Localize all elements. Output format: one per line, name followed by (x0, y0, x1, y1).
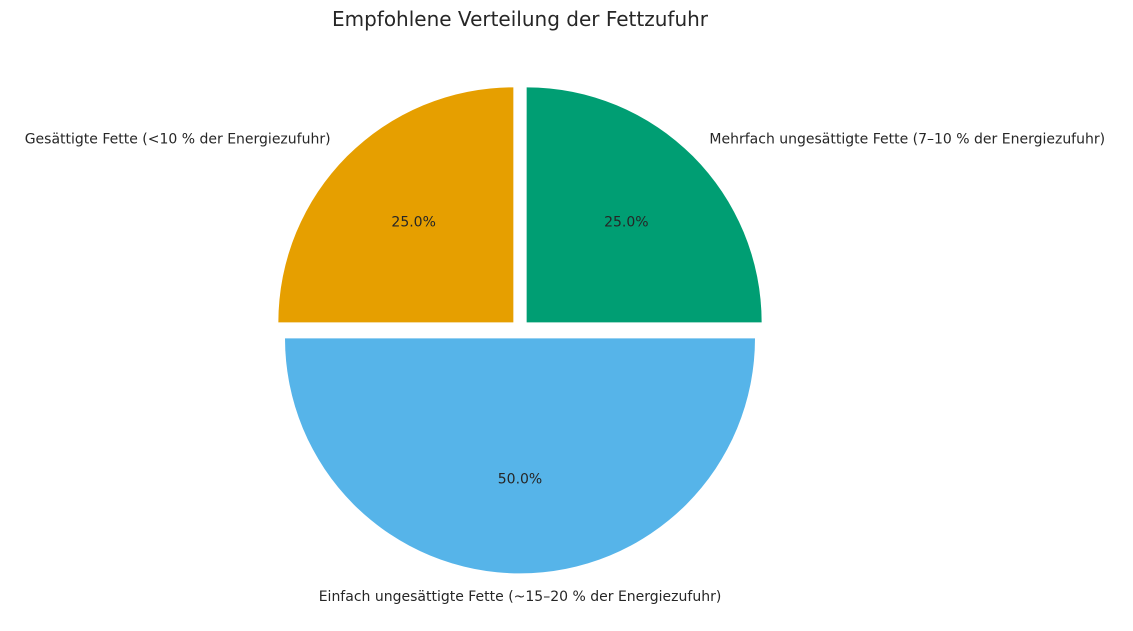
pie-slice-gesattigte-fette-10-der-energi (278, 87, 514, 323)
slice-category-label: Einfach ungesättigte Fette (~15–20 % der… (319, 589, 722, 605)
slice-percentage-label: 25.0% (391, 215, 435, 231)
pie-labels: 25.0% Gesättigte Fette (<10 % der Energie… (25, 132, 1105, 605)
chart-title: Empfohlene Verteilung der Fettzufuhr (332, 7, 709, 31)
pie-slice-einfach-ungesattigte-fette-15- (285, 338, 755, 574)
pie-slice-mehrfach-ungesattigte-fette-7- (526, 87, 762, 323)
slice-category-label: Gesättigte Fette (<10 % der Energiezufuh… (25, 132, 331, 148)
slice-percentage-label: 50.0% (498, 471, 542, 487)
slice-category-label: Mehrfach ungesättigte Fette (7–10 % der … (709, 132, 1105, 148)
slice-percentage-label: 25.0% (604, 215, 648, 231)
pie-slices (278, 87, 762, 574)
